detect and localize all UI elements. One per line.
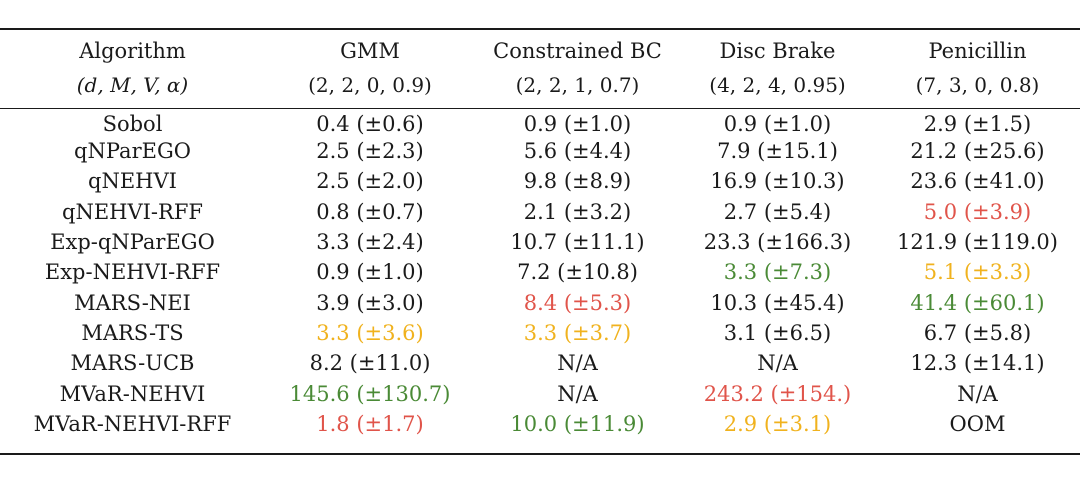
cell-penicillin: N/A (957, 381, 998, 406)
cell-constrained-bc: 2.1 (±3.2) (523, 199, 632, 224)
cell-disc-brake: 3.1 (±6.5) (723, 320, 832, 345)
cell-constrained-bc: 5.6 (±4.4) (523, 139, 632, 164)
algorithm-name: qNEHVI (88, 169, 177, 194)
cell-constrained-bc: 7.2 (±10.8) (517, 260, 638, 285)
cell-disc-brake: 16.9 (±10.3) (710, 169, 845, 194)
cell-disc-brake: 2.9 (±3.1) (723, 411, 832, 436)
col-header-penicillin: Penicillin (928, 39, 1027, 63)
algorithm-name: MARS-NEI (74, 290, 191, 315)
table-row: qNEHVI 2.5 (±2.0) 9.8 (±8.9) 16.9 (±10.3) 23… (0, 166, 1080, 196)
header-rule (0, 108, 1080, 109)
cell-gmm: 2.5 (±2.3) (316, 139, 424, 164)
cell-gmm: 3.9 (±3.0) (316, 290, 424, 315)
results-table: Algorithm GMM Constrained BC Disc Brake … (0, 34, 1080, 439)
cell-penicillin: 12.3 (±14.1) (910, 351, 1045, 376)
cell-gmm: 1.8 (±1.7) (316, 411, 424, 436)
cell-penicillin: 5.1 (±3.3) (923, 260, 1032, 285)
col-params-disc-brake: (4, 2, 4, 0.95) (709, 73, 846, 97)
bottom-rule (0, 453, 1080, 455)
cell-constrained-bc: 8.4 (±5.3) (523, 290, 632, 315)
cell-constrained-bc: 10.7 (±11.1) (510, 230, 645, 255)
table-row: Sobol 0.4 (±0.6) 0.9 (±1.0) 0.9 (±1.0) 2.9 (… (0, 102, 1080, 136)
algorithm-name: MARS-TS (81, 320, 184, 345)
cell-constrained-bc: 0.9 (±1.0) (523, 112, 632, 136)
table-body: Sobol 0.4 (±0.6) 0.9 (±1.0) 0.9 (±1.0) 2.9 (… (0, 102, 1080, 439)
cell-gmm: 0.8 (±0.7) (316, 199, 424, 224)
table-row: Exp-qNParEGO 3.3 (±2.4) 10.7 (±11.1) 23.3 (… (0, 227, 1080, 257)
col-header-constrained-bc: Constrained BC (493, 39, 662, 63)
cell-penicillin: 23.6 (±41.0) (910, 169, 1045, 194)
cell-disc-brake: 243.2 (±154.) (703, 381, 852, 406)
table-row: MVaR-NEHVI-RFF 1.8 (±1.7) 10.0 (±11.9) 2.9 … (0, 409, 1080, 439)
table-header: Algorithm GMM Constrained BC Disc Brake … (0, 34, 1080, 102)
col-params-penicillin: (7, 3, 0, 0.8) (915, 73, 1040, 97)
cell-disc-brake: 7.9 (±15.1) (717, 139, 838, 164)
cell-constrained-bc: N/A (557, 351, 598, 376)
cell-gmm: 145.6 (±130.7) (289, 381, 451, 406)
cell-penicillin: 21.2 (±25.6) (910, 139, 1045, 164)
table-row: MARS-UCB 8.2 (±11.0) N/A N/A 12.3 (±14.1) (0, 348, 1080, 378)
table-row: MVaR-NEHVI 145.6 (±130.7) N/A 243.2 (±154.)… (0, 378, 1080, 408)
table-row: qNEHVI-RFF 0.8 (±0.7) 2.1 (±3.2) 2.7 (±5.4)… (0, 197, 1080, 227)
cell-penicillin: 121.9 (±119.0) (897, 230, 1058, 255)
cell-penicillin: OOM (949, 411, 1006, 436)
cell-disc-brake: 3.3 (±7.3) (723, 260, 832, 285)
algorithm-name: MVaR-NEHVI (59, 381, 206, 406)
top-rule (0, 28, 1080, 30)
cell-penicillin: 2.9 (±1.5) (923, 112, 1032, 136)
cell-gmm: 0.9 (±1.0) (316, 260, 424, 285)
algorithm-name: MARS-UCB (70, 351, 195, 376)
table-row: Exp-NEHVI-RFF 0.9 (±1.0) 7.2 (±10.8) 3.3 (±… (0, 257, 1080, 287)
header-names-row: Algorithm GMM Constrained BC Disc Brake … (0, 34, 1080, 68)
cell-gmm: 3.3 (±2.4) (316, 230, 424, 255)
col-header-gmm: GMM (340, 39, 400, 63)
table-row: MARS-NEI 3.9 (±3.0) 8.4 (±5.3) 10.3 (±45.4)… (0, 287, 1080, 317)
header-params-row: (d, M, V, α) (2, 2, 0, 0.9) (2, 2, 1, 0.… (0, 68, 1080, 102)
cell-disc-brake: 0.9 (±1.0) (723, 112, 832, 136)
cell-constrained-bc: 3.3 (±3.7) (523, 320, 632, 345)
cell-constrained-bc: 9.8 (±8.9) (523, 169, 632, 194)
cell-penicillin: 41.4 (±60.1) (910, 290, 1045, 315)
algorithm-name: Exp-qNParEGO (50, 230, 215, 255)
table-row: qNParEGO 2.5 (±2.3) 5.6 (±4.4) 7.9 (±15.1) 2… (0, 136, 1080, 166)
col-params-gmm: (2, 2, 0, 0.9) (308, 73, 432, 97)
cell-gmm: 0.4 (±0.6) (316, 112, 424, 136)
algorithm-name: Exp-NEHVI-RFF (44, 260, 221, 285)
cell-disc-brake: N/A (757, 351, 798, 376)
table-row: MARS-TS 3.3 (±3.6) 3.3 (±3.7) 3.1 (±6.5) 6.7… (0, 318, 1080, 348)
algorithm-name: qNEHVI-RFF (62, 199, 203, 224)
col-header-algorithm: Algorithm (79, 39, 186, 63)
col-params-algorithm: (d, M, V, α) (76, 73, 189, 97)
cell-disc-brake: 23.3 (±166.3) (703, 230, 852, 255)
cell-constrained-bc: 10.0 (±11.9) (510, 411, 645, 436)
cell-gmm: 3.3 (±3.6) (316, 320, 424, 345)
cell-disc-brake: 10.3 (±45.4) (710, 290, 845, 315)
cell-penicillin: 6.7 (±5.8) (923, 320, 1032, 345)
cell-disc-brake: 2.7 (±5.4) (723, 199, 832, 224)
cell-gmm: 2.5 (±2.0) (316, 169, 424, 194)
cell-constrained-bc: N/A (557, 381, 598, 406)
cell-penicillin: 5.0 (±3.9) (923, 199, 1032, 224)
cell-gmm: 8.2 (±11.0) (309, 351, 431, 376)
algorithm-name: MVaR-NEHVI-RFF (33, 411, 232, 436)
col-params-constrained-bc: (2, 2, 1, 0.7) (515, 73, 640, 97)
col-header-disc-brake: Disc Brake (719, 39, 836, 63)
algorithm-name: Sobol (102, 112, 163, 136)
algorithm-name: qNParEGO (74, 139, 191, 164)
